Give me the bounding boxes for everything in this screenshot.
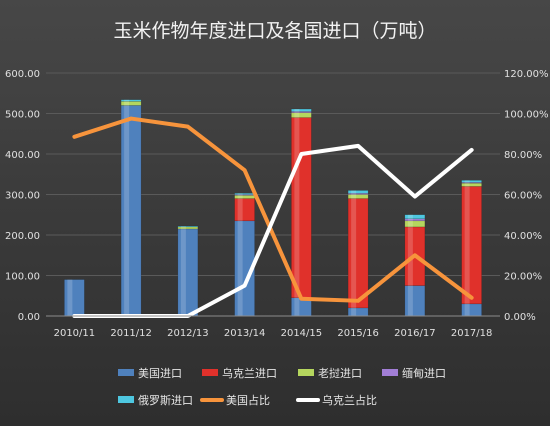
bar-highlight <box>351 193 357 195</box>
bar <box>461 180 482 183</box>
series-line <box>72 116 474 303</box>
right-tick-label: 100.00% <box>504 110 549 121</box>
left-tick-label: 400.00 <box>5 150 40 161</box>
legend-label: 乌克兰进口 <box>222 366 277 380</box>
legend-swatch <box>118 396 134 403</box>
bar-highlight <box>464 182 470 184</box>
right-tick-label: 40.00% <box>504 231 542 242</box>
x-tick-label: 2013/14 <box>224 328 266 339</box>
legend-label: 乌克兰占比 <box>322 393 377 407</box>
bar-highlight <box>351 307 357 316</box>
bar-highlight <box>294 111 300 113</box>
legend-swatch <box>298 369 314 376</box>
bar-highlight <box>464 183 470 187</box>
bar-highlight <box>237 198 243 221</box>
left-tick-label: 0.00 <box>18 312 40 323</box>
x-tick-label: 2015/16 <box>337 328 379 339</box>
bar <box>291 108 312 112</box>
left-tick-label: 300.00 <box>5 191 40 202</box>
axes: 0.00 100.00 200.00 300.00 400.00 500.00 600.00… <box>5 69 549 339</box>
left-tick-label: 200.00 <box>5 231 40 242</box>
legend-swatch <box>202 369 218 376</box>
bar-highlight <box>67 279 73 316</box>
bar-highlight <box>237 193 243 195</box>
x-tick-label: 2011/12 <box>110 328 152 339</box>
bar-highlight <box>464 180 470 183</box>
bar <box>120 99 142 102</box>
legend-label: 美国占比 <box>226 393 270 407</box>
bar <box>291 112 312 118</box>
bar-series <box>64 99 482 317</box>
bar-highlight <box>124 99 130 102</box>
bar-highlight <box>180 228 186 316</box>
left-tick-label: 500.00 <box>5 110 40 121</box>
bar <box>177 225 199 228</box>
x-tick-label: 2014/15 <box>281 328 323 339</box>
bar-highlight <box>351 190 357 194</box>
bar-highlight <box>237 195 243 199</box>
bar <box>404 214 426 220</box>
bar <box>461 182 482 184</box>
bar-highlight <box>351 198 357 308</box>
left-tick-label: 100.00 <box>5 272 40 283</box>
bar-highlight <box>180 226 186 227</box>
bar-highlight <box>464 186 470 304</box>
legend-swatch <box>382 369 398 376</box>
right-tick-label: 80.00% <box>504 150 542 161</box>
bar-highlight <box>294 117 300 298</box>
bar-highlight <box>124 105 130 317</box>
bar-highlight <box>294 112 300 118</box>
bar-highlight <box>294 109 300 112</box>
x-tick-label: 2012/13 <box>167 328 209 339</box>
bar-highlight <box>407 220 413 227</box>
legend-label: 美国进口 <box>138 367 182 380</box>
x-tick-label: 2017/18 <box>451 328 493 339</box>
left-tick-label: 600.00 <box>5 69 40 80</box>
bar-highlight <box>407 285 413 316</box>
legend-label: 老挝进口 <box>318 366 362 380</box>
bar-highlight <box>237 220 243 316</box>
bar-highlight <box>294 297 300 316</box>
right-tick-label: 60.00% <box>504 191 542 202</box>
bar-highlight <box>407 226 413 286</box>
bar-highlight <box>407 218 413 221</box>
legend-label: 俄罗斯进口 <box>138 394 193 407</box>
right-tick-label: 0.00% <box>504 312 536 323</box>
legend-label: 缅甸进口 <box>402 366 446 380</box>
right-tick-label: 20.00% <box>504 272 542 283</box>
x-tick-label: 2010/11 <box>54 328 96 339</box>
bar-highlight <box>407 214 413 219</box>
legend-swatch <box>118 369 134 376</box>
bar-highlight <box>180 226 186 229</box>
bar-highlight <box>464 303 470 316</box>
bar <box>347 190 369 194</box>
right-tick-label: 120.00% <box>504 69 549 80</box>
bar-highlight <box>351 194 357 199</box>
bar-highlight <box>237 194 243 196</box>
x-tick-label: 2016/17 <box>394 328 436 339</box>
chart-title: 玉米作物年度进口及各国进口（万吨） <box>113 20 436 42</box>
bar-highlight <box>124 101 130 106</box>
